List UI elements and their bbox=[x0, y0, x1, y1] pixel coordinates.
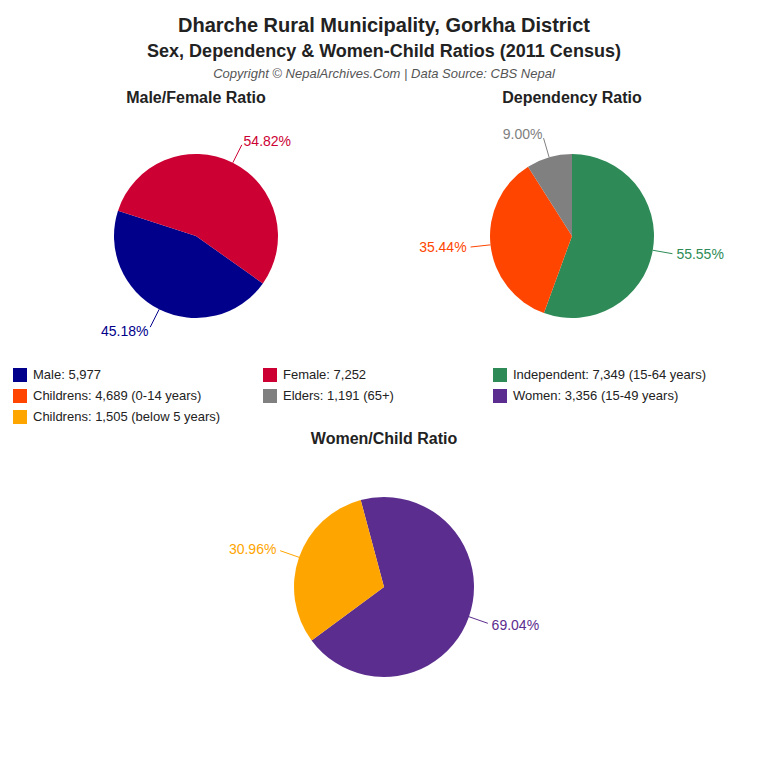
html-text:Male: 5,977: Male: 5,977 bbox=[33, 367, 101, 382]
html-text:Independent: 7,349 (15-64 year: Independent: 7,349 (15-64 years) bbox=[513, 367, 706, 382]
html-text:Copyright © NepalArchives.Com: Copyright © NepalArchives.Com | Data Sou… bbox=[213, 66, 555, 81]
html-text:Elders: 1,191 (65+): Elders: 1,191 (65+) bbox=[283, 388, 394, 403]
html-text:Female: 7,252: Female: 7,252 bbox=[283, 367, 367, 382]
svg-text:45.18%: 45.18% bbox=[101, 323, 148, 339]
html-text:Childrens: 1,505 (below 5 year: Childrens: 1,505 (below 5 years) bbox=[33, 409, 221, 424]
html-text:Women/Child Ratio: Women/Child Ratio bbox=[310, 430, 458, 447]
html-text:Dharche Rural Municipality, Go: Dharche Rural Municipality, Gorkha Distr… bbox=[178, 14, 590, 36]
html-text:Childrens: 4,689 (0-14 years): Childrens: 4,689 (0-14 years) bbox=[33, 388, 202, 403]
svg-text:35.44%: 35.44% bbox=[419, 239, 466, 255]
svg-text:54.82%: 54.82% bbox=[244, 133, 291, 149]
svg-text:69.04%: 69.04% bbox=[492, 617, 539, 633]
svg-text:30.96%: 30.96% bbox=[229, 541, 276, 557]
html-text:Dependency Ratio: Dependency Ratio bbox=[502, 89, 642, 106]
svg-text:9.00%: 9.00% bbox=[503, 126, 543, 142]
html-text:Male/Female Ratio: Male/Female Ratio bbox=[126, 89, 266, 106]
html-text:Sex, Dependency & Women-Child: Sex, Dependency & Women-Child Ratios (20… bbox=[147, 41, 621, 61]
html-text:Women: 3,356 (15-49 years): Women: 3,356 (15-49 years) bbox=[513, 388, 679, 403]
svg-text:55.55%: 55.55% bbox=[676, 246, 723, 262]
